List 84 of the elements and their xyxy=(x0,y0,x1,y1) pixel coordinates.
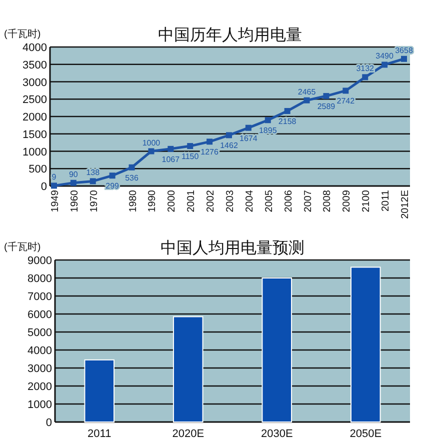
y-axis-title: (千瓦时) xyxy=(4,28,41,40)
y-tick-label: 3000 xyxy=(28,363,52,375)
data-label: 3132 xyxy=(356,64,375,74)
bar xyxy=(262,278,292,422)
data-label: 1462 xyxy=(220,141,238,150)
point xyxy=(362,74,368,80)
y-tick-label: 3500 xyxy=(22,59,47,72)
data-label: 90 xyxy=(68,170,78,179)
data-label: 1067 xyxy=(162,154,180,164)
x-tick-label: 2100 xyxy=(361,190,372,212)
x-tick-label: 2001 xyxy=(186,190,198,212)
x-tick-label: 2011 xyxy=(88,428,112,440)
y-tick-label: 7000 xyxy=(28,291,52,303)
y-tick-label: 5000 xyxy=(28,327,52,339)
x-tick-label: 2050E xyxy=(350,428,382,440)
point xyxy=(245,124,252,131)
x-tick-label: 1949 xyxy=(50,190,61,212)
x-tick-label: 2011 xyxy=(380,190,392,212)
chart-title: 中国历年人均用电量 xyxy=(158,26,302,44)
y-tick-label: 1500 xyxy=(22,128,47,141)
point xyxy=(187,143,194,150)
data-label: 2465 xyxy=(298,87,316,96)
data-label: 2589 xyxy=(317,102,336,112)
point xyxy=(304,97,310,104)
point xyxy=(90,178,96,184)
y-tick-label: 9000 xyxy=(28,255,52,267)
data-label: 2158 xyxy=(278,117,297,126)
x-tick-label: 1970 xyxy=(88,190,100,212)
data-label: 299 xyxy=(106,182,120,191)
x-tick-label: 1990 xyxy=(147,190,158,212)
data-label: 1150 xyxy=(182,152,200,162)
x-tick-label: 2002 xyxy=(206,190,217,212)
y-tick-label: 3000 xyxy=(22,76,47,89)
x-tick-label: 2004 xyxy=(244,190,256,212)
y-tick-label: 4000 xyxy=(22,42,47,54)
y-tick-label: 2000 xyxy=(22,112,47,124)
x-tick-label: 2030E xyxy=(260,428,293,440)
bar xyxy=(172,316,204,422)
point xyxy=(382,62,388,68)
y-tick-label: 1000 xyxy=(28,399,52,411)
point xyxy=(128,164,135,170)
data-label: 1674 xyxy=(240,134,258,143)
x-tick-label: 1960 xyxy=(69,190,80,212)
chart-title: 中国人均用电量预测 xyxy=(160,239,304,257)
point xyxy=(264,117,271,124)
y-tick-label: 2500 xyxy=(22,94,47,106)
point xyxy=(148,148,154,154)
y-tick-label: 4000 xyxy=(28,345,52,357)
data-label: 1000 xyxy=(142,138,161,148)
data-label: 536 xyxy=(125,173,139,182)
x-tick-label: 2009 xyxy=(342,190,353,212)
y-tick-label: 6000 xyxy=(28,309,52,321)
y-tick-label: 500 xyxy=(28,164,47,176)
data-label: 3490 xyxy=(376,52,394,61)
y-tick-label: 1000 xyxy=(22,146,47,158)
x-tick-label: 2000 xyxy=(166,190,178,212)
bar xyxy=(84,359,115,422)
x-tick-label: 2012E xyxy=(400,190,411,219)
y-tick-label: 0 xyxy=(40,181,47,193)
point xyxy=(70,180,76,186)
point xyxy=(401,56,407,62)
x-tick-label: 2005 xyxy=(264,190,275,212)
point xyxy=(206,138,213,145)
y-axis-title: (千瓦时) xyxy=(4,241,41,253)
point xyxy=(342,88,349,94)
y-tick-label: 0 xyxy=(46,417,52,429)
x-tick-label: 2003 xyxy=(225,190,236,212)
point xyxy=(284,108,290,114)
point xyxy=(109,172,116,179)
x-tick-label: 2007 xyxy=(302,190,314,212)
point xyxy=(51,182,57,189)
x-tick-label: 1980 xyxy=(128,190,139,212)
x-tick-label: 2008 xyxy=(322,190,334,212)
point xyxy=(323,93,330,100)
point xyxy=(168,146,174,152)
bar xyxy=(350,266,381,422)
point xyxy=(226,132,232,138)
x-tick-label: 2006 xyxy=(283,190,294,212)
x-tick-label: 2020E xyxy=(172,428,204,440)
data-label: 1895 xyxy=(258,126,278,136)
data-label: 9 xyxy=(52,172,57,182)
data-label: 138 xyxy=(86,168,100,178)
y-tick-label: 8000 xyxy=(28,273,52,285)
y-tick-label: 2000 xyxy=(28,381,52,393)
